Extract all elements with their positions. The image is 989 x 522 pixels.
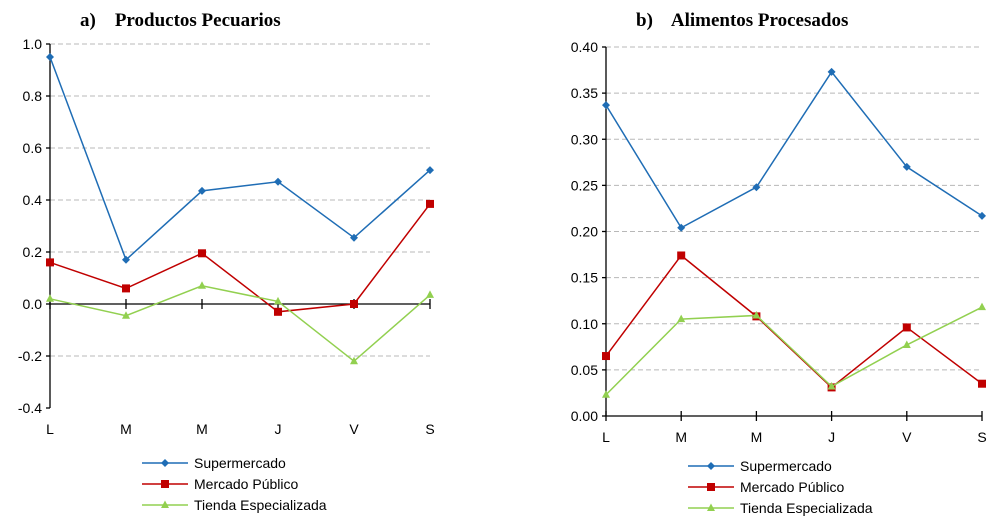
data-point	[677, 314, 686, 323]
data-point	[198, 281, 206, 289]
y-tick-label: 0.00	[571, 408, 598, 424]
x-tick-label: V	[902, 429, 912, 445]
series-line	[49, 203, 431, 313]
y-tick-label: 0.0	[23, 296, 43, 312]
legend-marker	[161, 500, 169, 508]
x-tick-label: J	[828, 429, 835, 445]
x-tick-label: M	[196, 421, 208, 437]
y-tick-label: 1.0	[23, 36, 43, 52]
data-point	[426, 290, 434, 298]
legend-marker	[707, 503, 715, 511]
x-tick-label: L	[46, 421, 54, 437]
data-point	[752, 310, 761, 319]
x-tick-label: L	[602, 429, 610, 445]
legend-item: Mercado Público	[142, 476, 298, 492]
data-point	[978, 211, 986, 220]
data-point	[46, 258, 54, 267]
y-tick-label: 0.35	[571, 85, 598, 101]
legend-label: Supermercado	[194, 455, 286, 471]
y-tick-label: 0.25	[571, 177, 598, 193]
legend-label: Mercado Público	[740, 479, 844, 495]
data-point	[902, 162, 911, 171]
data-point	[677, 251, 686, 260]
legend-item: Tienda Especializada	[142, 497, 327, 513]
data-point	[46, 53, 54, 61]
series-line	[605, 254, 983, 389]
y-tick-label: 0.15	[571, 270, 598, 286]
legend-item: Supermercado	[142, 455, 286, 471]
y-tick-label: 0.8	[23, 88, 43, 104]
series-line	[605, 306, 983, 396]
y-tick-label: 0.6	[23, 140, 43, 156]
data-point	[274, 307, 282, 316]
y-tick-label: 0.10	[571, 316, 598, 332]
y-tick-label: -0.2	[18, 348, 42, 364]
series-tienda-especializada	[46, 281, 434, 365]
legend-marker	[161, 459, 169, 467]
data-point	[198, 186, 206, 195]
data-point	[122, 255, 130, 264]
chart-title: b) Alimentos Procesados	[636, 10, 848, 31]
data-point	[274, 296, 282, 305]
chart-a: a) Productos Pecuarios -0.4 -0.2 0.0 0.2 0.4 0…	[18, 10, 435, 513]
legend-marker	[707, 483, 715, 491]
series-mercado-p-blico	[602, 251, 986, 392]
legend-label: Supermercado	[740, 458, 832, 474]
data-point	[902, 323, 911, 332]
x-tick-label: V	[349, 421, 359, 437]
series-mercado-p-blico	[46, 199, 434, 316]
data-point	[46, 294, 54, 302]
x-tick-label: S	[425, 421, 434, 437]
data-point	[350, 356, 358, 365]
legend-label: Tienda Especializada	[740, 500, 873, 516]
data-point	[350, 233, 358, 242]
data-point	[602, 101, 610, 110]
series-tienda-especializada	[602, 302, 986, 398]
legend-item: Tienda Especializada	[688, 500, 873, 516]
y-tick-label: 0.40	[571, 39, 598, 55]
data-point	[602, 352, 610, 361]
data-point	[198, 249, 206, 258]
legend-marker	[161, 480, 169, 488]
data-point	[902, 340, 911, 348]
legend-marker	[707, 462, 715, 470]
data-point	[752, 183, 761, 192]
chart-b: b) Alimentos Procesados 0.00 0.05 0.10 0.15 0…	[571, 10, 987, 516]
y-tick-label: 0.05	[571, 362, 598, 378]
x-tick-label: S	[977, 429, 986, 445]
chart-title: a) Productos Pecuarios	[80, 10, 281, 31]
y-tick-label: 0.4	[23, 192, 43, 208]
legend-label: Mercado Público	[194, 476, 298, 492]
legend-label: Tienda Especializada	[194, 497, 327, 513]
data-point	[426, 166, 434, 175]
data-point	[827, 381, 836, 390]
series-line	[605, 70, 983, 229]
data-point	[350, 300, 358, 308]
series-supermercado	[46, 53, 434, 264]
y-tick-label: 0.20	[571, 224, 598, 240]
legend-item: Supermercado	[688, 458, 832, 474]
data-point	[978, 302, 986, 311]
series-line	[49, 56, 431, 262]
data-point	[274, 177, 282, 186]
data-point	[122, 311, 130, 319]
x-tick-label: J	[275, 421, 282, 437]
data-point	[827, 67, 836, 76]
y-tick-label: 0.2	[23, 244, 43, 260]
data-point	[426, 199, 434, 208]
data-point	[978, 379, 986, 388]
data-point	[122, 284, 130, 293]
y-tick-label: -0.4	[18, 400, 42, 416]
data-point	[602, 390, 610, 398]
legend-item: Mercado Público	[688, 479, 844, 495]
x-tick-label: M	[675, 429, 687, 445]
series-supermercado	[602, 67, 986, 232]
x-tick-label: M	[120, 421, 132, 437]
x-tick-label: M	[751, 429, 763, 445]
y-tick-label: 0.30	[571, 131, 598, 147]
data-point	[677, 223, 686, 232]
series-line	[49, 285, 431, 363]
